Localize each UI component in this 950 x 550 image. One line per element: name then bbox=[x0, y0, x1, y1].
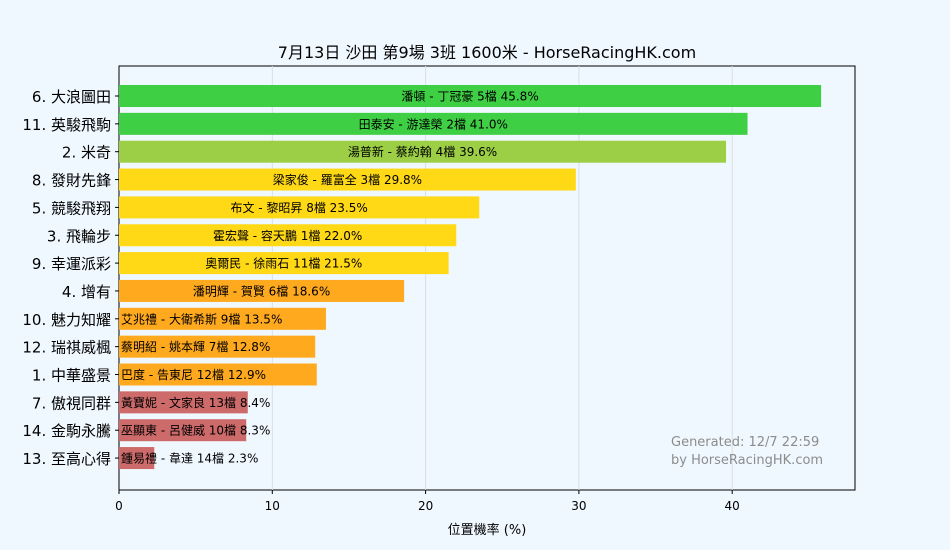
x-axis-label: 位置機率 (%) bbox=[448, 522, 527, 538]
watermark-line-2: by HorseRacingHK.com bbox=[671, 453, 823, 468]
bar bbox=[119, 85, 822, 107]
y-tick-label: 6. 大浪圖田 bbox=[32, 88, 111, 106]
x-tick-label: 30 bbox=[571, 499, 586, 513]
bar bbox=[119, 140, 727, 163]
bar bbox=[119, 447, 155, 470]
y-tick-label: 7. 傲視同群 bbox=[32, 394, 111, 412]
bar-data-label: 霍宏聲 - 容天鵬 1檔 22.0% bbox=[213, 228, 362, 243]
bar-data-label: 湯普新 - 蔡約翰 4檔 39.6% bbox=[348, 144, 497, 159]
y-tick-label: 1. 中華盛景 bbox=[32, 367, 111, 385]
bars: 潘頓 - 丁冠豪 5檔 45.8% 田泰安 - 游達榮 2檔 41.0% 湯普新 -… bbox=[119, 85, 822, 470]
watermark-line-1: Generated: 12/7 22:59 bbox=[671, 435, 819, 450]
y-tick-labels: 6. 大浪圖田 11. 英駿飛駒 2. 米奇 8. 發財先鋒 5. 競駿飛翔 3. 飛輪步… bbox=[22, 88, 119, 468]
bar-data-label: 黃寶妮 - 文家良 13檔 8.4% bbox=[121, 395, 270, 410]
y-tick-label: 5. 競駿飛翔 bbox=[32, 199, 111, 217]
y-tick-label: 10. 魅力知耀 bbox=[22, 311, 111, 329]
x-ticks: 0 10 20 30 40 bbox=[115, 490, 740, 513]
bar-data-label: 巫顯東 - 呂健威 10檔 8.3% bbox=[121, 424, 270, 438]
x-tick-label: 40 bbox=[725, 499, 740, 513]
bar-data-label: 布文 - 黎昭昇 8檔 23.5% bbox=[230, 200, 367, 215]
bar bbox=[119, 224, 457, 247]
y-tick-label: 3. 飛輪步 bbox=[47, 227, 111, 245]
x-tick-label: 20 bbox=[418, 499, 433, 513]
bar-data-label: 蔡明紹 - 姚本輝 7檔 12.8% bbox=[121, 340, 270, 354]
bar bbox=[119, 391, 248, 414]
y-tick-label: 12. 瑞祺威楓 bbox=[22, 339, 111, 357]
bar bbox=[119, 419, 247, 442]
bar bbox=[119, 335, 316, 358]
bar bbox=[119, 279, 405, 302]
bar bbox=[119, 307, 326, 330]
bar-data-label: 艾兆禮 - 大衛希斯 9檔 13.5% bbox=[121, 311, 282, 326]
y-tick-label: 2. 米奇 bbox=[62, 144, 111, 162]
bar-data-label: 梁家俊 - 羅富全 3檔 29.8% bbox=[273, 172, 422, 187]
chart-title: 7月13日 沙田 第9場 3班 1600米 - HorseRacingHK.co… bbox=[278, 43, 696, 62]
bar-data-label: 田泰安 - 游達榮 2檔 41.0% bbox=[359, 116, 508, 131]
bar-data-label: 巴度 - 告東尼 12檔 12.9% bbox=[121, 367, 266, 382]
y-tick-label: 14. 金駒永騰 bbox=[22, 422, 111, 440]
bar-data-label: 鍾易禮 - 韋達 14檔 2.3% bbox=[121, 452, 258, 466]
bar bbox=[119, 363, 317, 386]
x-tick-label: 0 bbox=[115, 499, 123, 513]
bar-data-label: 潘頓 - 丁冠豪 5檔 45.8% bbox=[401, 89, 538, 104]
bar bbox=[119, 112, 748, 135]
y-tick-label: 4. 增有 bbox=[62, 283, 111, 301]
bar bbox=[119, 196, 480, 219]
bar-data-label: 奧爾民 - 徐雨石 11檔 21.5% bbox=[205, 256, 362, 271]
y-tick-label: 8. 發財先鋒 bbox=[32, 172, 111, 190]
bar bbox=[119, 168, 576, 191]
x-tick-label: 10 bbox=[265, 499, 280, 513]
y-tick-label: 13. 至高心得 bbox=[22, 450, 111, 468]
bar-data-label: 潘明輝 - 賀賢 6檔 18.6% bbox=[193, 284, 330, 298]
grid bbox=[271, 66, 733, 490]
y-tick-label: 9. 幸運派彩 bbox=[32, 255, 111, 273]
watermark: Generated: 12/7 22:59 by HorseRacingHK.c… bbox=[671, 435, 823, 468]
bar bbox=[119, 252, 449, 275]
y-tick-label: 11. 英駿飛駒 bbox=[22, 116, 111, 134]
